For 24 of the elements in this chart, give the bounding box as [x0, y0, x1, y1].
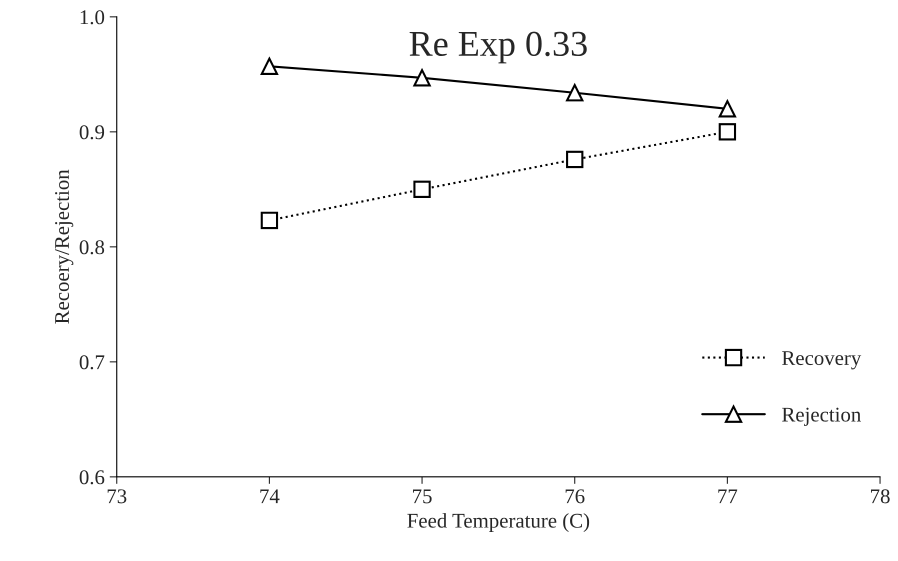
x-tick-label: 78 — [870, 489, 890, 504]
point — [413, 69, 431, 86]
y-axis-title: Recoery/Rejection — [55, 170, 74, 324]
point — [413, 180, 431, 198]
x-tick-label: 76 — [566, 489, 585, 504]
y-tick-label: 0.7 — [80, 355, 104, 370]
point — [566, 150, 584, 168]
x-tick-label: 74 — [260, 489, 280, 504]
point — [718, 100, 736, 118]
y-tick-label: 0.8 — [80, 240, 104, 254]
y-tick-label: 0.6 — [80, 470, 104, 484]
y-tick-label: 0.9 — [80, 125, 104, 140]
x-tick-label: 75 — [413, 489, 432, 504]
x-tick-label: 73 — [108, 489, 126, 504]
legend-label: Recovery — [782, 351, 862, 370]
point — [566, 84, 584, 102]
x-tick-label: 77 — [718, 489, 738, 504]
point — [260, 58, 278, 75]
point — [718, 123, 736, 141]
x-axis-title: Feed Temperature (C) — [407, 513, 590, 532]
point — [260, 212, 278, 230]
y-tick-label: 1.0 — [80, 10, 104, 24]
legend-label: Rejection — [782, 408, 861, 426]
chart-title: Re Exp 0.33 — [410, 32, 587, 64]
